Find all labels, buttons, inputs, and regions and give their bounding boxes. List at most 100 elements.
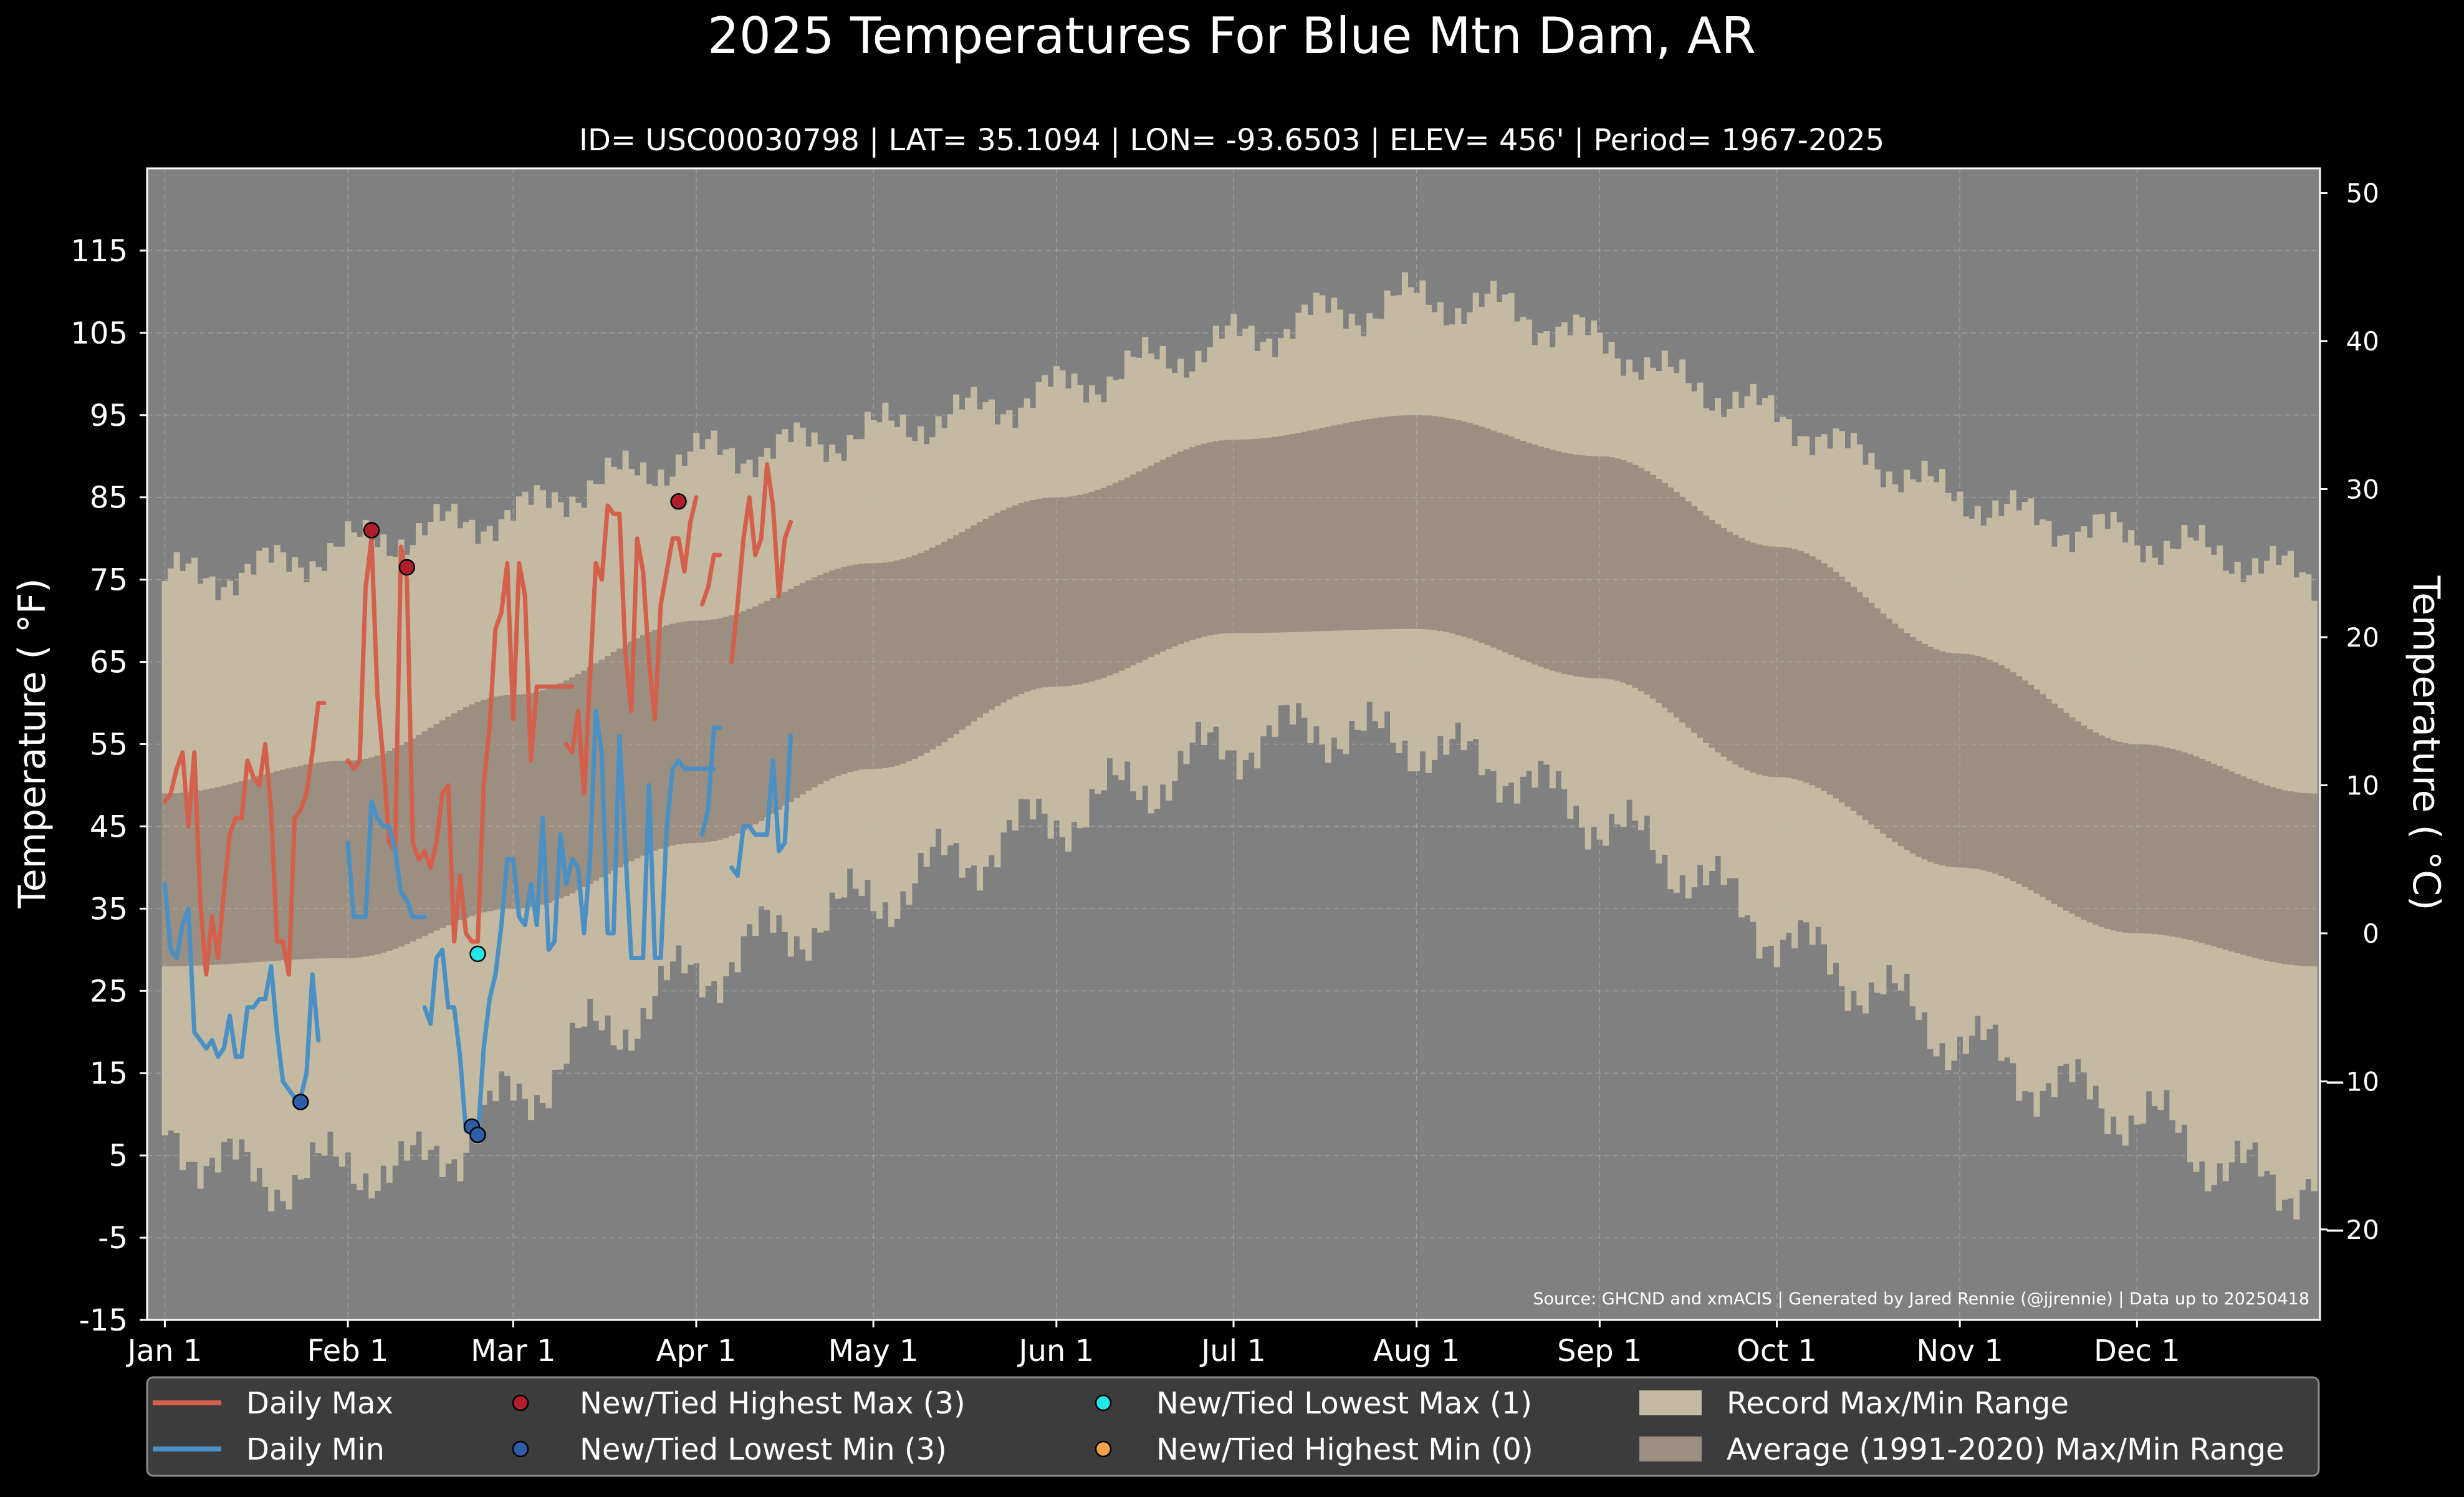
normal-range-bar [2163, 747, 2170, 936]
normal-range-bar [2145, 744, 2152, 934]
normal-range-bar [1124, 477, 1131, 668]
normal-range-bar [226, 784, 233, 965]
normal-range-bar [1791, 549, 1798, 779]
normal-range-bar [1720, 527, 1727, 757]
normal-range-bar [1254, 438, 1261, 633]
normal-range-bar [1880, 614, 1887, 834]
normal-range-bar [1307, 430, 1314, 632]
normal-range-bar [180, 792, 186, 966]
normal-range-bar [770, 598, 777, 814]
normal-range-bar [846, 566, 853, 773]
normal-range-bar [522, 694, 529, 908]
y-tick-label-right: 10 [2346, 770, 2379, 801]
normal-range-bar [1384, 416, 1391, 630]
normal-range-bar [1484, 428, 1491, 645]
normal-range-bar [2293, 792, 2300, 966]
normal-range-bar [1201, 443, 1207, 637]
normal-range-bar [551, 686, 558, 901]
normal-range-bar [1443, 417, 1450, 632]
daily-max-line [345, 536, 575, 944]
normal-range-bar [1407, 415, 1414, 629]
normal-range-bar [1614, 458, 1621, 681]
normal-range-bar [1142, 468, 1149, 660]
normal-range-bar [758, 604, 765, 821]
normal-range-bar [250, 777, 257, 963]
normal-range-bar [2057, 708, 2064, 908]
normal-range-bar [976, 522, 984, 718]
normal-range-bar [297, 766, 304, 960]
y-tick-label-right: 20 [2346, 622, 2379, 653]
record-markers [469, 945, 486, 963]
normal-range-bar [911, 555, 918, 759]
daily-max-series [162, 462, 793, 977]
normal-range-bar [651, 629, 658, 851]
normal-range-bar [1744, 541, 1751, 771]
x-tick-label: Jul 1 [1199, 1334, 1266, 1369]
normal-range-bar [474, 701, 481, 914]
normal-range-bar [1295, 433, 1302, 632]
normal-range-bar [2021, 680, 2028, 887]
normal-range-bar [2028, 685, 2035, 890]
y-tick-label-left: 95 [90, 398, 128, 433]
normal-range-bar [1195, 445, 1202, 638]
x-tick-label: Jan 1 [126, 1334, 203, 1369]
normal-range-bar [2305, 793, 2312, 966]
normal-range-bar [2157, 746, 2164, 935]
normal-range-bar [1513, 438, 1521, 658]
normal-range-bar [1886, 619, 1892, 839]
normal-range-bar [2134, 744, 2140, 933]
normal-range-bar [2193, 756, 2200, 942]
daily-min-line [162, 882, 321, 1100]
y-tick-label-left: 55 [90, 728, 128, 763]
normal-range-bar [1148, 465, 1154, 657]
normal-range-bar [338, 761, 345, 958]
legend-label: New/Tied Lowest Min (3) [580, 1432, 947, 1467]
normal-range-bar [451, 713, 458, 923]
normal-range-bar [1868, 602, 1875, 825]
normal-range-bar [2033, 689, 2040, 894]
normal-range-bar [1242, 439, 1249, 633]
daily-max-line [699, 552, 722, 607]
legend-swatch-dot [512, 1440, 529, 1458]
x-tick-label: May 1 [828, 1334, 919, 1369]
legend-swatch-dot [1095, 1394, 1112, 1412]
normal-range-bar [2181, 752, 2188, 939]
legend-swatch-patch [1639, 1390, 1702, 1415]
normal-range-bar [498, 695, 505, 910]
normal-range-bar [906, 557, 913, 762]
normal-range-bar [185, 792, 192, 966]
normal-range-bar [622, 645, 629, 865]
normal-range-bar [722, 617, 729, 838]
normal-range-bar [1644, 471, 1651, 695]
normal-range-bar [1319, 428, 1326, 632]
normal-range-bar [516, 695, 523, 909]
record-markers [292, 1094, 486, 1143]
y-tick-label-left: 5 [108, 1138, 128, 1173]
y-tick-label-left: 25 [90, 974, 128, 1009]
normal-range-bar [545, 688, 552, 903]
normal-range-bar [1248, 439, 1255, 633]
normal-range-bar [1809, 556, 1816, 786]
normal-range-bar [457, 710, 464, 920]
normal-range-bar [1171, 454, 1178, 647]
normal-range-bar [2092, 732, 2099, 925]
normal-range-bar [1030, 499, 1037, 690]
normal-range-bar [1561, 452, 1568, 674]
x-tick-label: Oct 1 [1737, 1334, 1817, 1369]
normal-range-bar [486, 698, 493, 912]
normal-range-bar [1968, 654, 1975, 869]
normal-range-bar [1177, 451, 1184, 645]
normal-range-bar [1325, 426, 1331, 631]
normal-range-bar [1579, 455, 1586, 678]
normal-range-bar [1980, 657, 1987, 870]
normal-range-bar [894, 560, 901, 766]
normal-range-bar [534, 691, 540, 907]
normal-range-bar [675, 622, 682, 845]
legend-label: New/Tied Highest Max (3) [580, 1386, 966, 1421]
normal-range-bar [1909, 637, 1916, 854]
legend-label: New/Tied Highest Min (0) [1156, 1432, 1533, 1467]
normal-range-bar [741, 611, 747, 831]
normal-range-bar [357, 759, 363, 958]
normal-range-bar [1059, 497, 1066, 686]
y-axis-left: -15 -5 5 15 25 35 45 55 65 75 85 95 105 115 [70, 234, 147, 1338]
